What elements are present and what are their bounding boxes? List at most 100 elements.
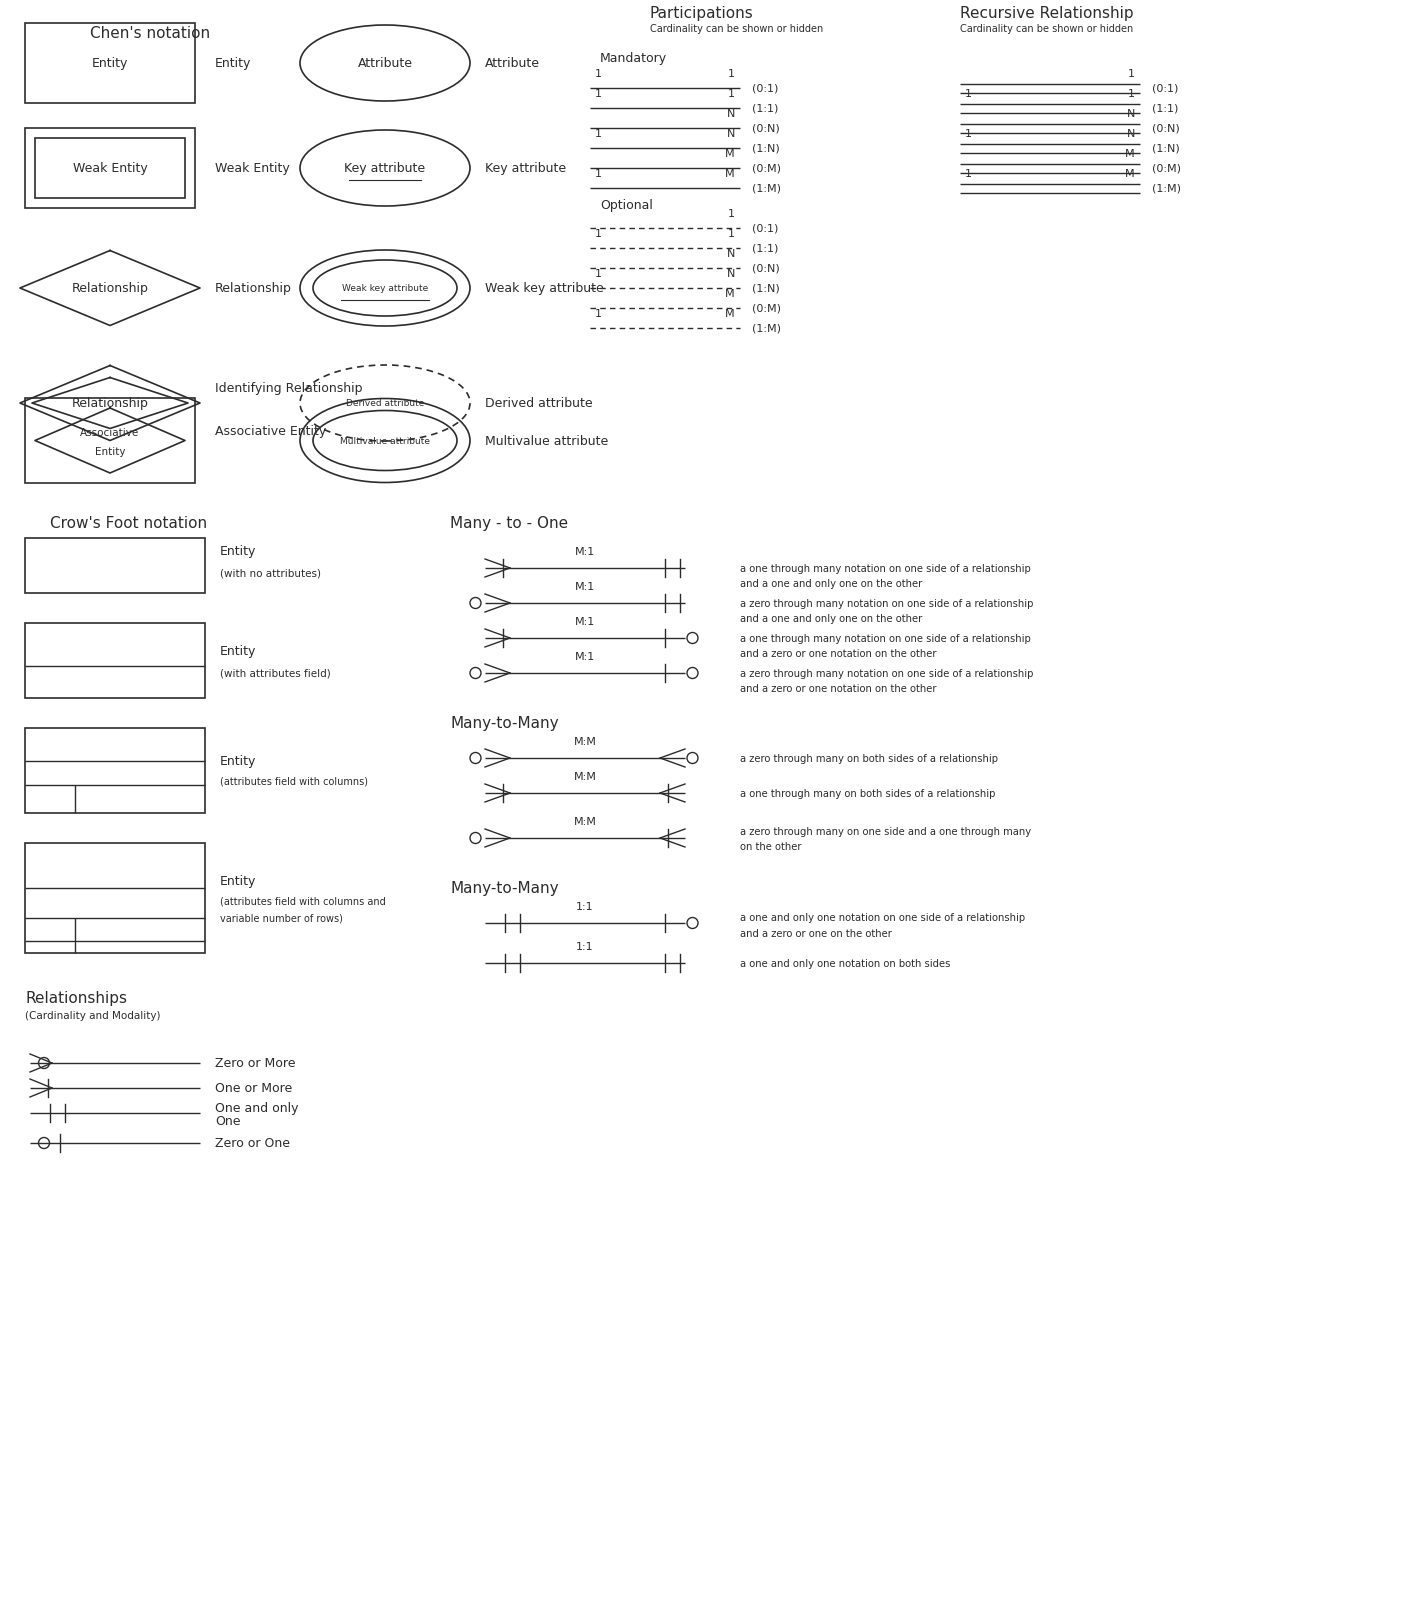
Text: 1: 1 xyxy=(729,229,736,239)
Text: Recursive Relationship: Recursive Relationship xyxy=(960,6,1133,21)
Text: Zero or One: Zero or One xyxy=(215,1136,291,1149)
Text: Entity: Entity xyxy=(220,875,257,888)
Text: 1: 1 xyxy=(729,89,736,99)
Text: (attributes field with columns): (attributes field with columns) xyxy=(220,776,368,787)
Text: 1: 1 xyxy=(1127,89,1134,99)
Text: a zero through many on one side and a one through many: a zero through many on one side and a on… xyxy=(740,826,1031,836)
Text: 1: 1 xyxy=(1127,68,1134,80)
Text: Entity: Entity xyxy=(220,545,257,558)
Text: (0:N): (0:N) xyxy=(1153,123,1179,135)
Text: (0:N): (0:N) xyxy=(753,123,779,135)
Text: (0:M): (0:M) xyxy=(1153,164,1181,174)
Text: (with attributes field): (with attributes field) xyxy=(220,669,331,678)
Text: variable number of rows): variable number of rows) xyxy=(220,914,343,923)
Text: M:1: M:1 xyxy=(574,547,595,557)
Text: Multivalue attribute: Multivalue attribute xyxy=(484,435,608,448)
Text: (0:M): (0:M) xyxy=(753,304,781,313)
Text: (1:1): (1:1) xyxy=(753,104,778,114)
Text: Optional: Optional xyxy=(600,200,653,213)
Text: Weak Entity: Weak Entity xyxy=(215,162,289,175)
Text: (1:N): (1:N) xyxy=(1153,144,1179,154)
Text: a one through many notation on one side of a relationship: a one through many notation on one side … xyxy=(740,633,1031,644)
Text: a zero through many on both sides of a relationship: a zero through many on both sides of a r… xyxy=(740,753,998,763)
Text: and a one and only one on the other: and a one and only one on the other xyxy=(740,613,922,623)
Text: (0:N): (0:N) xyxy=(753,265,779,274)
Text: One or More: One or More xyxy=(215,1083,292,1096)
Text: M: M xyxy=(726,308,736,318)
Text: Identifying Relationship: Identifying Relationship xyxy=(215,383,362,396)
Text: M:1: M:1 xyxy=(574,651,595,662)
Text: (1:1): (1:1) xyxy=(753,243,778,253)
Text: Relationship: Relationship xyxy=(72,282,149,295)
Text: a zero through many notation on one side of a relationship: a zero through many notation on one side… xyxy=(740,599,1033,609)
Text: Weak Entity: Weak Entity xyxy=(73,162,147,175)
Text: Many-to-Many: Many-to-Many xyxy=(451,716,559,730)
Text: 1:1: 1:1 xyxy=(576,901,594,912)
Bar xyxy=(25,844,205,953)
Text: Relationships: Relationships xyxy=(25,992,126,1006)
Text: N: N xyxy=(1126,128,1134,140)
Bar xyxy=(35,140,185,200)
Text: M:1: M:1 xyxy=(574,617,595,626)
Text: Derived attribute: Derived attribute xyxy=(484,398,592,411)
Bar xyxy=(25,399,195,484)
Text: Entity: Entity xyxy=(220,755,257,768)
Text: N: N xyxy=(727,128,736,140)
Bar xyxy=(25,539,205,594)
Text: M:1: M:1 xyxy=(574,581,595,592)
Text: Key attribute: Key attribute xyxy=(344,162,425,175)
Text: Entity: Entity xyxy=(91,57,128,70)
Text: 1:1: 1:1 xyxy=(576,941,594,951)
Text: 1: 1 xyxy=(595,269,602,279)
Text: Relationship: Relationship xyxy=(72,398,149,411)
Text: (with no attributes): (with no attributes) xyxy=(220,568,322,579)
Text: Key attribute: Key attribute xyxy=(484,162,566,175)
Text: and a zero or one notation on the other: and a zero or one notation on the other xyxy=(740,683,936,693)
Text: (1:N): (1:N) xyxy=(753,144,779,154)
Text: 1: 1 xyxy=(595,169,602,179)
Text: (1:M): (1:M) xyxy=(753,183,781,193)
Text: 1: 1 xyxy=(595,68,602,80)
Text: a zero through many notation on one side of a relationship: a zero through many notation on one side… xyxy=(740,669,1033,678)
Text: Cardinality can be shown or hidden: Cardinality can be shown or hidden xyxy=(960,24,1133,34)
Text: Entity: Entity xyxy=(215,57,251,70)
Text: Multivalue attribute: Multivalue attribute xyxy=(340,437,430,446)
Bar xyxy=(25,729,205,813)
Text: Attribute: Attribute xyxy=(358,57,413,70)
Text: and a zero or one on the other: and a zero or one on the other xyxy=(740,928,892,938)
Text: Cardinality can be shown or hidden: Cardinality can be shown or hidden xyxy=(650,24,823,34)
Text: and a one and only one on the other: and a one and only one on the other xyxy=(740,579,922,589)
Bar xyxy=(25,623,205,698)
Bar xyxy=(25,128,195,209)
Text: a one through many notation on one side of a relationship: a one through many notation on one side … xyxy=(740,563,1031,573)
Text: Many-to-Many: Many-to-Many xyxy=(451,881,559,896)
Text: N: N xyxy=(727,269,736,279)
Text: 1: 1 xyxy=(595,89,602,99)
Text: 1: 1 xyxy=(965,89,972,99)
Text: (1:1): (1:1) xyxy=(1153,104,1178,114)
Text: N: N xyxy=(727,248,736,258)
Text: Relationship: Relationship xyxy=(215,282,292,295)
Text: (0:1): (0:1) xyxy=(753,224,778,234)
Text: (0:1): (0:1) xyxy=(1153,84,1178,94)
Text: and a zero or one notation on the other: and a zero or one notation on the other xyxy=(740,649,936,659)
Text: M: M xyxy=(726,169,736,179)
Text: 1: 1 xyxy=(965,169,972,179)
Text: 1: 1 xyxy=(965,128,972,140)
Text: N: N xyxy=(727,109,736,118)
Text: (1:N): (1:N) xyxy=(753,284,779,294)
Text: a one and only one notation on both sides: a one and only one notation on both side… xyxy=(740,959,951,969)
Text: M: M xyxy=(1126,149,1134,159)
Text: 1: 1 xyxy=(595,128,602,140)
Text: Crow's Foot notation: Crow's Foot notation xyxy=(51,516,208,531)
Text: (0:M): (0:M) xyxy=(753,164,781,174)
Text: 1: 1 xyxy=(729,209,736,219)
Text: Derived attribute: Derived attribute xyxy=(345,399,424,409)
Text: M:M: M:M xyxy=(574,737,597,747)
Text: Attribute: Attribute xyxy=(484,57,541,70)
Text: M: M xyxy=(726,289,736,299)
Text: Entity: Entity xyxy=(220,644,257,657)
Text: Many - to - One: Many - to - One xyxy=(451,516,569,531)
Text: Zero or More: Zero or More xyxy=(215,1057,295,1070)
Text: a one and only one notation on one side of a relationship: a one and only one notation on one side … xyxy=(740,912,1025,922)
